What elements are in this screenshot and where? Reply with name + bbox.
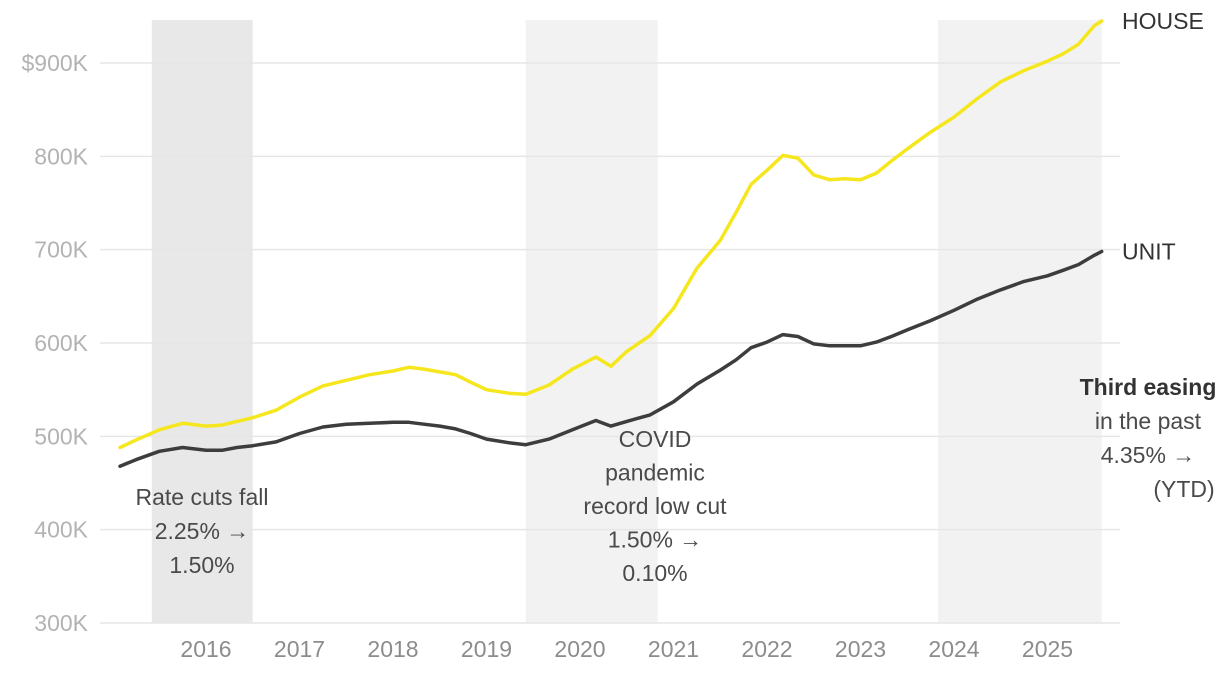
- series-line-house: [118, 19, 1104, 450]
- series-label-house: HOUSE: [1122, 8, 1204, 34]
- x-tick-label: 2019: [461, 636, 512, 662]
- annotation-line: 1.50%: [169, 552, 234, 578]
- annotation-2: COVID pandemic record low cut 1.50% → 0.10%: [583, 426, 727, 586]
- x-tick-label: 2024: [928, 636, 979, 662]
- shaded-period-3: [938, 20, 1102, 623]
- x-tick-label: 2016: [180, 636, 231, 662]
- series-line-unit: [118, 249, 1104, 468]
- y-axis: 300K 400K 500K 600K 700K 800K $900K: [21, 50, 88, 636]
- annotation-line: COVID: [619, 426, 692, 452]
- annotation-1: Rate cuts fall 2.25% → 1.50%: [136, 484, 269, 578]
- annotation-line: in the past: [1095, 408, 1202, 434]
- x-tick-label: 2017: [274, 636, 325, 662]
- x-tick-label: 2025: [1022, 636, 1073, 662]
- annotation-line: 2.25% →: [155, 518, 250, 544]
- y-tick-label: 800K: [34, 143, 88, 169]
- x-tick-label: 2021: [648, 636, 699, 662]
- x-tick-label: 2020: [554, 636, 605, 662]
- y-tick-label: $900K: [21, 50, 88, 76]
- shaded-periods: [151, 20, 1102, 623]
- series-lines: [118, 19, 1104, 468]
- gridlines: [100, 62, 1120, 624]
- series-label-unit: UNIT: [1122, 239, 1176, 265]
- x-tick-label: 2018: [367, 636, 418, 662]
- y-tick-label: 300K: [34, 610, 88, 636]
- x-axis: 2016 2017 2018 2019 2020 2021 2022 2023 2024 2025: [180, 636, 1073, 662]
- annotation-3: Third easing in the past 4.35% → (YTD): [1080, 374, 1217, 502]
- annotation-line: pandemic: [605, 460, 705, 486]
- y-tick-label: 400K: [34, 517, 88, 543]
- annotation-line: Rate cuts fall: [136, 484, 269, 510]
- shaded-period-1: [151, 20, 253, 623]
- y-tick-label: 600K: [34, 330, 88, 356]
- y-tick-label: 500K: [34, 423, 88, 449]
- annotations: Rate cuts fall 2.25% → 1.50% COVID pandemic r…: [136, 374, 1217, 586]
- x-tick-label: 2022: [741, 636, 792, 662]
- y-tick-label: 700K: [34, 237, 88, 263]
- annotation-line: (YTD): [1153, 476, 1214, 502]
- annotation-line: Third easing: [1080, 374, 1217, 400]
- annotation-line: 0.10%: [622, 560, 687, 586]
- annotation-line: 1.50% →: [608, 527, 703, 553]
- annotation-line: 4.35% →: [1101, 442, 1196, 468]
- series-labels: HOUSE UNIT: [1122, 8, 1204, 265]
- annotation-line: record low cut: [583, 493, 727, 519]
- x-tick-label: 2023: [835, 636, 886, 662]
- shaded-period-2: [525, 20, 658, 623]
